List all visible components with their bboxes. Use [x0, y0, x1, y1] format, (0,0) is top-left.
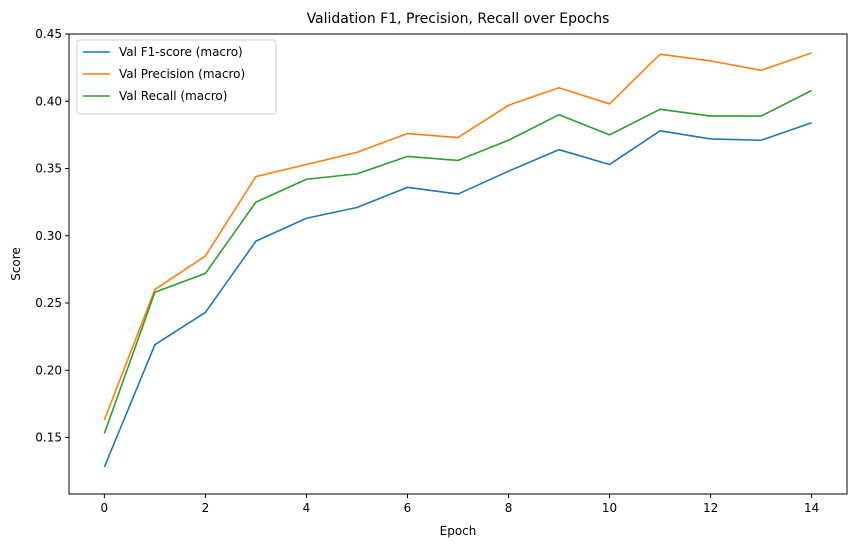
- y-tick-label: 0.25: [35, 296, 62, 310]
- x-axis-title: Epoch: [440, 524, 477, 538]
- x-tick-label: 0: [101, 501, 109, 515]
- legend-label-1: Val F1-score (macro): [119, 45, 243, 59]
- series-line-3: [103, 89, 813, 434]
- y-axis-title: Score: [9, 247, 23, 281]
- x-tick-label: 2: [202, 501, 210, 515]
- y-tick-label: 0.35: [35, 162, 62, 176]
- y-tick-label: 0.15: [35, 431, 62, 445]
- y-tick-label: 0.45: [35, 27, 62, 41]
- legend-label-2: Val Precision (macro): [119, 67, 245, 81]
- legend-box: [76, 39, 277, 115]
- x-tick-label: 6: [404, 501, 412, 515]
- y-tick-label: 0.30: [35, 229, 62, 243]
- chart-title: Validation F1, Precision, Recall over Ep…: [307, 11, 610, 27]
- legend: Val F1-score (macro) Val Precision (macro…: [76, 39, 277, 115]
- x-tick-label: 4: [303, 501, 311, 515]
- legend-label-3: Val Recall (macro): [119, 89, 227, 103]
- plot-frame: [68, 33, 848, 495]
- series-line-2: [103, 52, 812, 421]
- x-tick-label: 8: [505, 501, 513, 515]
- plot-area: [103, 52, 813, 468]
- y-tick-label: 0.40: [35, 94, 62, 108]
- x-axis: 0 2 4 6 8 10 12 14: [101, 494, 819, 515]
- y-tick-label: 0.20: [35, 363, 62, 377]
- x-tick-label: 12: [703, 501, 718, 515]
- x-tick-label: 14: [804, 501, 819, 515]
- x-tick-label: 10: [602, 501, 617, 515]
- series-line-1: [103, 122, 812, 468]
- y-axis: 0.15 0.20 0.25 0.30 0.35 0.40 0.45: [35, 27, 69, 445]
